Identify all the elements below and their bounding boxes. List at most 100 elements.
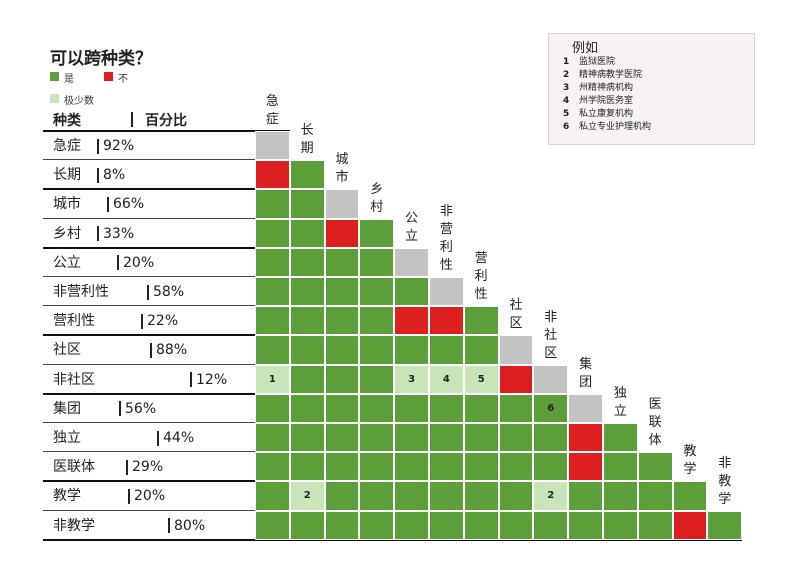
row-separator xyxy=(43,188,325,191)
matrix-cell-5-5 xyxy=(429,277,464,307)
matrix-cell-13-12 xyxy=(672,510,708,540)
example-item-3: 3 州精神病机构 xyxy=(563,82,651,95)
matrix-cell-11-0 xyxy=(255,452,290,482)
row-percent: 29% xyxy=(132,459,164,476)
matrix-cell-11-4 xyxy=(394,452,429,482)
example-text: 私立康复机构 xyxy=(579,109,634,119)
matrix-cell-5-0 xyxy=(255,277,290,307)
legend-swatch-rare xyxy=(50,94,59,103)
matrix-cell-4-0 xyxy=(255,247,290,277)
row-percent: 58% xyxy=(153,284,185,300)
matrix-cell-12-7 xyxy=(498,481,534,511)
matrix-cell-10-2 xyxy=(324,423,360,453)
matrix-cell-5-2 xyxy=(324,277,360,307)
legend-label-no: 不 xyxy=(118,74,128,85)
matrix-cell-7-3 xyxy=(359,335,395,365)
row-label-8: 非社区 12% xyxy=(53,369,227,391)
example-number: 4 xyxy=(563,96,570,106)
row-separator xyxy=(43,538,743,541)
column-header-4: 公立 xyxy=(405,210,419,244)
matrix-cell-6-4 xyxy=(394,306,429,336)
matrix-cell-9-0 xyxy=(255,393,290,423)
matrix-cell-12-5 xyxy=(429,481,464,511)
row-percent: 92% xyxy=(103,138,135,154)
row-percent: 33% xyxy=(103,225,135,242)
matrix-cell-6-2 xyxy=(324,306,360,336)
example-number: 6 xyxy=(563,122,570,132)
matrix-cell-8-4: 3 xyxy=(394,364,429,394)
row-name: 急症 xyxy=(53,138,81,154)
column-header-10: 独立 xyxy=(613,386,627,419)
example-text: 州学院医务室 xyxy=(579,96,634,106)
row-separator xyxy=(43,159,290,161)
matrix-cell-11-11 xyxy=(637,452,673,482)
matrix-cell-12-12 xyxy=(672,481,708,511)
row-separator xyxy=(43,276,429,277)
column-header-7: 社区 xyxy=(509,298,523,332)
row-name: 公立 xyxy=(53,254,81,271)
row-name: 营利性 xyxy=(53,313,95,330)
row-name: 非社区 xyxy=(53,371,95,388)
row-divider xyxy=(107,196,109,212)
matrix-cell-2-1 xyxy=(289,189,325,219)
legend-label-rare: 极少数 xyxy=(64,96,94,107)
matrix-cell-4-1 xyxy=(289,247,325,277)
row-label-0: 急症 92% xyxy=(53,135,134,157)
matrix-cell-9-2 xyxy=(324,393,360,423)
matrix-cell-12-3 xyxy=(359,481,395,511)
matrix-cell-11-8 xyxy=(533,452,569,482)
matrix-cell-3-2 xyxy=(324,218,360,248)
row-divider xyxy=(147,284,149,300)
matrix-cell-9-7 xyxy=(498,393,534,423)
matrix-cell-3-0 xyxy=(255,218,290,248)
matrix-cell-9-1 xyxy=(289,393,325,423)
matrix-cell-12-2 xyxy=(324,481,360,511)
header-divider xyxy=(131,112,133,127)
matrix-cell-0-0 xyxy=(255,131,290,161)
matrix-cell-6-1 xyxy=(289,306,325,336)
column-header-9: 集团 xyxy=(579,356,593,390)
matrix-cell-12-11 xyxy=(637,481,673,511)
matrix-cell-10-9 xyxy=(568,423,603,453)
matrix-cell-12-10 xyxy=(603,481,638,511)
matrix-cell-4-4 xyxy=(394,247,429,277)
row-label-7: 社区 88% xyxy=(53,339,187,361)
row-label-9: 集团 56% xyxy=(53,398,156,420)
matrix-cell-7-6 xyxy=(463,335,499,365)
legend-swatch-no xyxy=(104,72,113,81)
matrix-cell-13-7 xyxy=(498,510,534,540)
row-divider xyxy=(126,459,128,475)
row-percent: 80% xyxy=(174,517,206,534)
matrix-cell-8-8 xyxy=(533,364,569,394)
matrix-cell-11-7 xyxy=(498,452,534,482)
matrix-cell-10-1 xyxy=(289,423,325,453)
row-separator xyxy=(43,130,290,132)
matrix-cell-6-5 xyxy=(429,306,464,336)
column-header-2: 城市 xyxy=(335,152,349,186)
row-label-5: 非营利性 58% xyxy=(53,281,184,303)
matrix-cell-12-0 xyxy=(255,481,290,511)
matrix-cell-7-4 xyxy=(394,335,429,365)
matrix-cell-1-1 xyxy=(289,160,325,190)
matrix-cell-5-3 xyxy=(359,277,395,307)
matrix-cell-13-6 xyxy=(463,510,499,540)
matrix-cell-1-0 xyxy=(255,160,290,190)
column-header-6: 营利性 xyxy=(474,251,488,303)
matrix-cell-8-2 xyxy=(324,364,360,394)
row-name: 长期 xyxy=(53,167,81,184)
matrix-cell-9-6 xyxy=(463,393,499,423)
row-label-13: 非教学 80% xyxy=(53,515,205,537)
row-divider xyxy=(128,488,130,504)
matrix-cell-10-8 xyxy=(533,423,569,453)
matrix-cell-5-4 xyxy=(394,277,429,307)
row-percent: 20% xyxy=(123,254,155,271)
column-header-13: 非教学 xyxy=(718,455,732,507)
matrix-cell-12-4 xyxy=(394,481,429,511)
matrix-cell-10-6 xyxy=(463,423,499,453)
row-percent: 44% xyxy=(163,430,195,446)
matrix-cell-12-6 xyxy=(463,481,499,511)
row-label-1: 长期 8% xyxy=(53,164,125,186)
matrix-cell-4-3 xyxy=(359,247,395,277)
matrix-cell-9-9 xyxy=(568,393,603,423)
header-category: 种类 xyxy=(53,113,81,129)
